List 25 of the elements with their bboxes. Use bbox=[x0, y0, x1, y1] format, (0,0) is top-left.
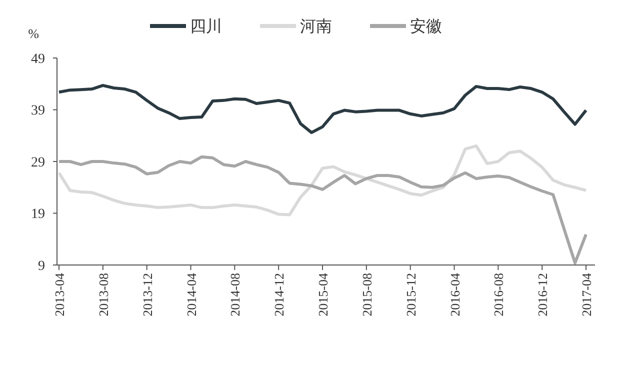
x-tick-label: 2017-04 bbox=[579, 272, 594, 316]
x-tick-label: 2013-04 bbox=[52, 272, 67, 316]
legend-label: 河南 bbox=[300, 18, 332, 36]
y-tick-label: 9 bbox=[38, 258, 45, 274]
x-tick-label: 2016-04 bbox=[447, 272, 462, 316]
x-tick-label: 2016-08 bbox=[491, 273, 506, 316]
legend-label: 四川 bbox=[190, 18, 222, 36]
x-tick-label: 2014-12 bbox=[272, 273, 287, 316]
y-tick-label: 29 bbox=[31, 155, 45, 170]
x-tick-label: 2015-04 bbox=[316, 272, 330, 316]
x-tick-label: 2013-12 bbox=[140, 273, 155, 316]
y-tick-label: 49 bbox=[31, 52, 45, 67]
x-tick-label: 2014-04 bbox=[184, 272, 199, 316]
x-tick-label: 2015-12 bbox=[403, 273, 418, 316]
y-tick-label: 39 bbox=[31, 104, 45, 119]
line-series bbox=[58, 155, 588, 264]
x-tick-label: 2015-08 bbox=[359, 273, 374, 316]
x-tick-label: 2014-08 bbox=[228, 273, 243, 316]
y-tick-label: 19 bbox=[31, 207, 45, 222]
line-series bbox=[58, 144, 588, 216]
line-series bbox=[58, 84, 588, 134]
x-tick-label: 2016-12 bbox=[535, 273, 550, 316]
y-axis-title: % bbox=[28, 26, 40, 41]
legend-label: 安徽 bbox=[410, 18, 442, 36]
x-tick-label: 2013-08 bbox=[96, 273, 111, 316]
